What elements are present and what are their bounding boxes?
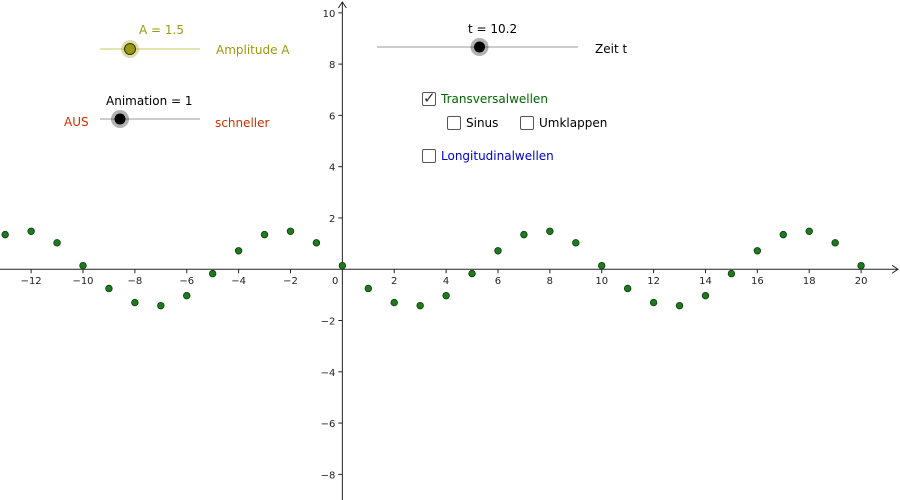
wave-point — [520, 230, 528, 239]
transversal-checkbox[interactable]: ✓ Transversalwellen — [422, 89, 548, 107]
wave-point — [79, 261, 87, 270]
wave-point — [572, 239, 580, 247]
amplitude-slider-caption: A = 1.5 — [139, 23, 184, 37]
y-tick-label: 10 — [323, 9, 336, 20]
x-tick-label: 14 — [699, 276, 712, 287]
wave-point — [727, 269, 736, 278]
wave-points — [1, 227, 865, 310]
wave-point — [390, 298, 398, 307]
y-tick-label: 4 — [329, 163, 335, 174]
x-tick-label: 12 — [647, 276, 660, 287]
x-tick-label: −10 — [72, 276, 93, 287]
animation-faster-label: schneller — [215, 116, 270, 130]
time-slider-handle[interactable] — [474, 41, 486, 53]
wave-point — [546, 227, 554, 235]
wave-point — [675, 301, 684, 310]
animation-slider-caption: Animation = 1 — [106, 94, 193, 108]
wave-point — [260, 230, 269, 239]
amplitude-slider-label: Amplitude A — [216, 43, 290, 57]
umklappen-checkbox[interactable]: Umklappen — [520, 116, 607, 130]
x-tick-label: 2 — [391, 276, 397, 287]
wave-point — [183, 291, 191, 300]
x-tick-label: 20 — [855, 276, 868, 287]
wave-point — [857, 261, 865, 270]
wave-point — [286, 227, 295, 235]
longitudinal-checkbox[interactable]: Longitudinalwellen — [422, 149, 554, 163]
y-tick-label: −4 — [321, 368, 336, 379]
time-slider-caption: t = 10.2 — [468, 22, 518, 36]
y-tick-label: −6 — [321, 419, 336, 430]
x-tick-label: 18 — [803, 276, 816, 287]
x-tick-label: −6 — [179, 276, 194, 287]
wave-point — [442, 291, 450, 300]
wave-point — [701, 291, 710, 300]
wave-point — [1, 230, 9, 239]
wave-point — [338, 261, 347, 270]
sinus-checkbox[interactable]: Sinus — [447, 116, 498, 130]
y-tick-label: 6 — [329, 111, 335, 122]
wave-point — [779, 230, 787, 239]
sinus-checkbox-label: Sinus — [466, 116, 499, 130]
wave-point — [753, 247, 762, 255]
wave-point — [105, 284, 113, 293]
checkbox-box[interactable] — [520, 116, 534, 130]
wave-point — [598, 261, 606, 270]
x-tick-label: −12 — [21, 276, 42, 287]
wave-point — [623, 284, 632, 293]
x-tick-label: 16 — [751, 276, 764, 287]
wave-point — [494, 247, 502, 255]
wave-point — [831, 239, 839, 247]
x-tick-label: −4 — [231, 276, 246, 287]
checkmark-icon: ✓ — [423, 89, 436, 107]
animation-slider-handle[interactable] — [114, 113, 126, 125]
x-axis-arrow — [891, 264, 899, 274]
x-tick-label: −8 — [127, 276, 142, 287]
x-tick-label: 8 — [547, 276, 553, 287]
wave-point — [208, 269, 217, 278]
origin-label: 0 — [332, 276, 338, 287]
wave-point — [416, 301, 424, 310]
wave-point — [131, 298, 139, 307]
y-tick-label: 8 — [329, 60, 335, 71]
x-tick-label: 4 — [443, 276, 449, 287]
wave-point — [312, 239, 321, 247]
checkbox-box[interactable] — [447, 116, 461, 130]
y-tick-label: −2 — [321, 317, 336, 328]
sliders — [100, 38, 578, 128]
x-tick-label: −2 — [283, 276, 298, 287]
animation-off-label: AUS — [64, 115, 89, 129]
checkbox-box[interactable] — [422, 149, 436, 163]
checkbox-box[interactable]: ✓ — [422, 89, 436, 107]
transversal-checkbox-label: Transversalwellen — [441, 92, 548, 106]
x-tick-label: 10 — [595, 276, 608, 287]
umklappen-checkbox-label: Umklappen — [539, 116, 608, 130]
wave-point — [805, 227, 813, 235]
wave-point — [649, 298, 658, 307]
longitudinal-checkbox-label: Longitudinalwellen — [441, 149, 554, 163]
wave-point — [157, 301, 165, 310]
y-tick-label: 2 — [329, 214, 335, 225]
wave-point — [468, 269, 476, 278]
wave-point — [364, 284, 372, 293]
y-axis-arrow — [337, 1, 347, 9]
wave-point — [27, 227, 35, 235]
y-tick-label: −8 — [321, 470, 336, 481]
time-slider-label: Zeit t — [595, 42, 628, 56]
wave-point — [53, 239, 61, 247]
x-tick-label: 6 — [495, 276, 501, 287]
wave-point — [234, 247, 243, 255]
amplitude-slider-handle[interactable] — [124, 43, 136, 55]
